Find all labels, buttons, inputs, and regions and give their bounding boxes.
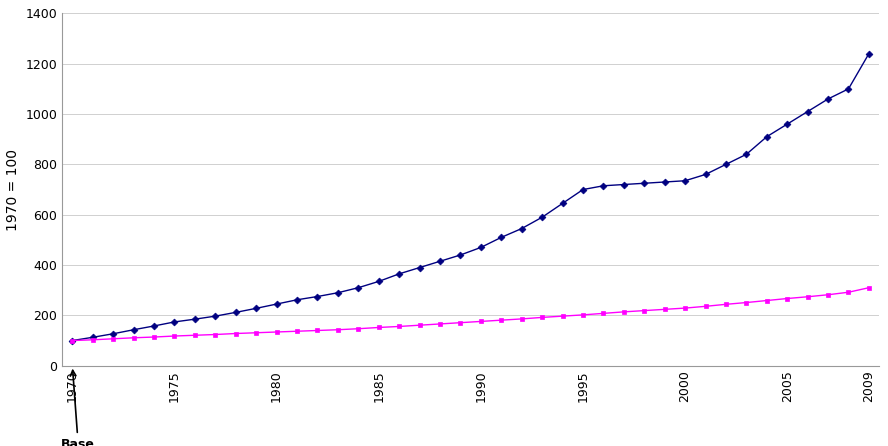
Y-axis label: 1970 = 100: 1970 = 100 — [6, 149, 20, 231]
Text: Base: Base — [61, 370, 95, 446]
